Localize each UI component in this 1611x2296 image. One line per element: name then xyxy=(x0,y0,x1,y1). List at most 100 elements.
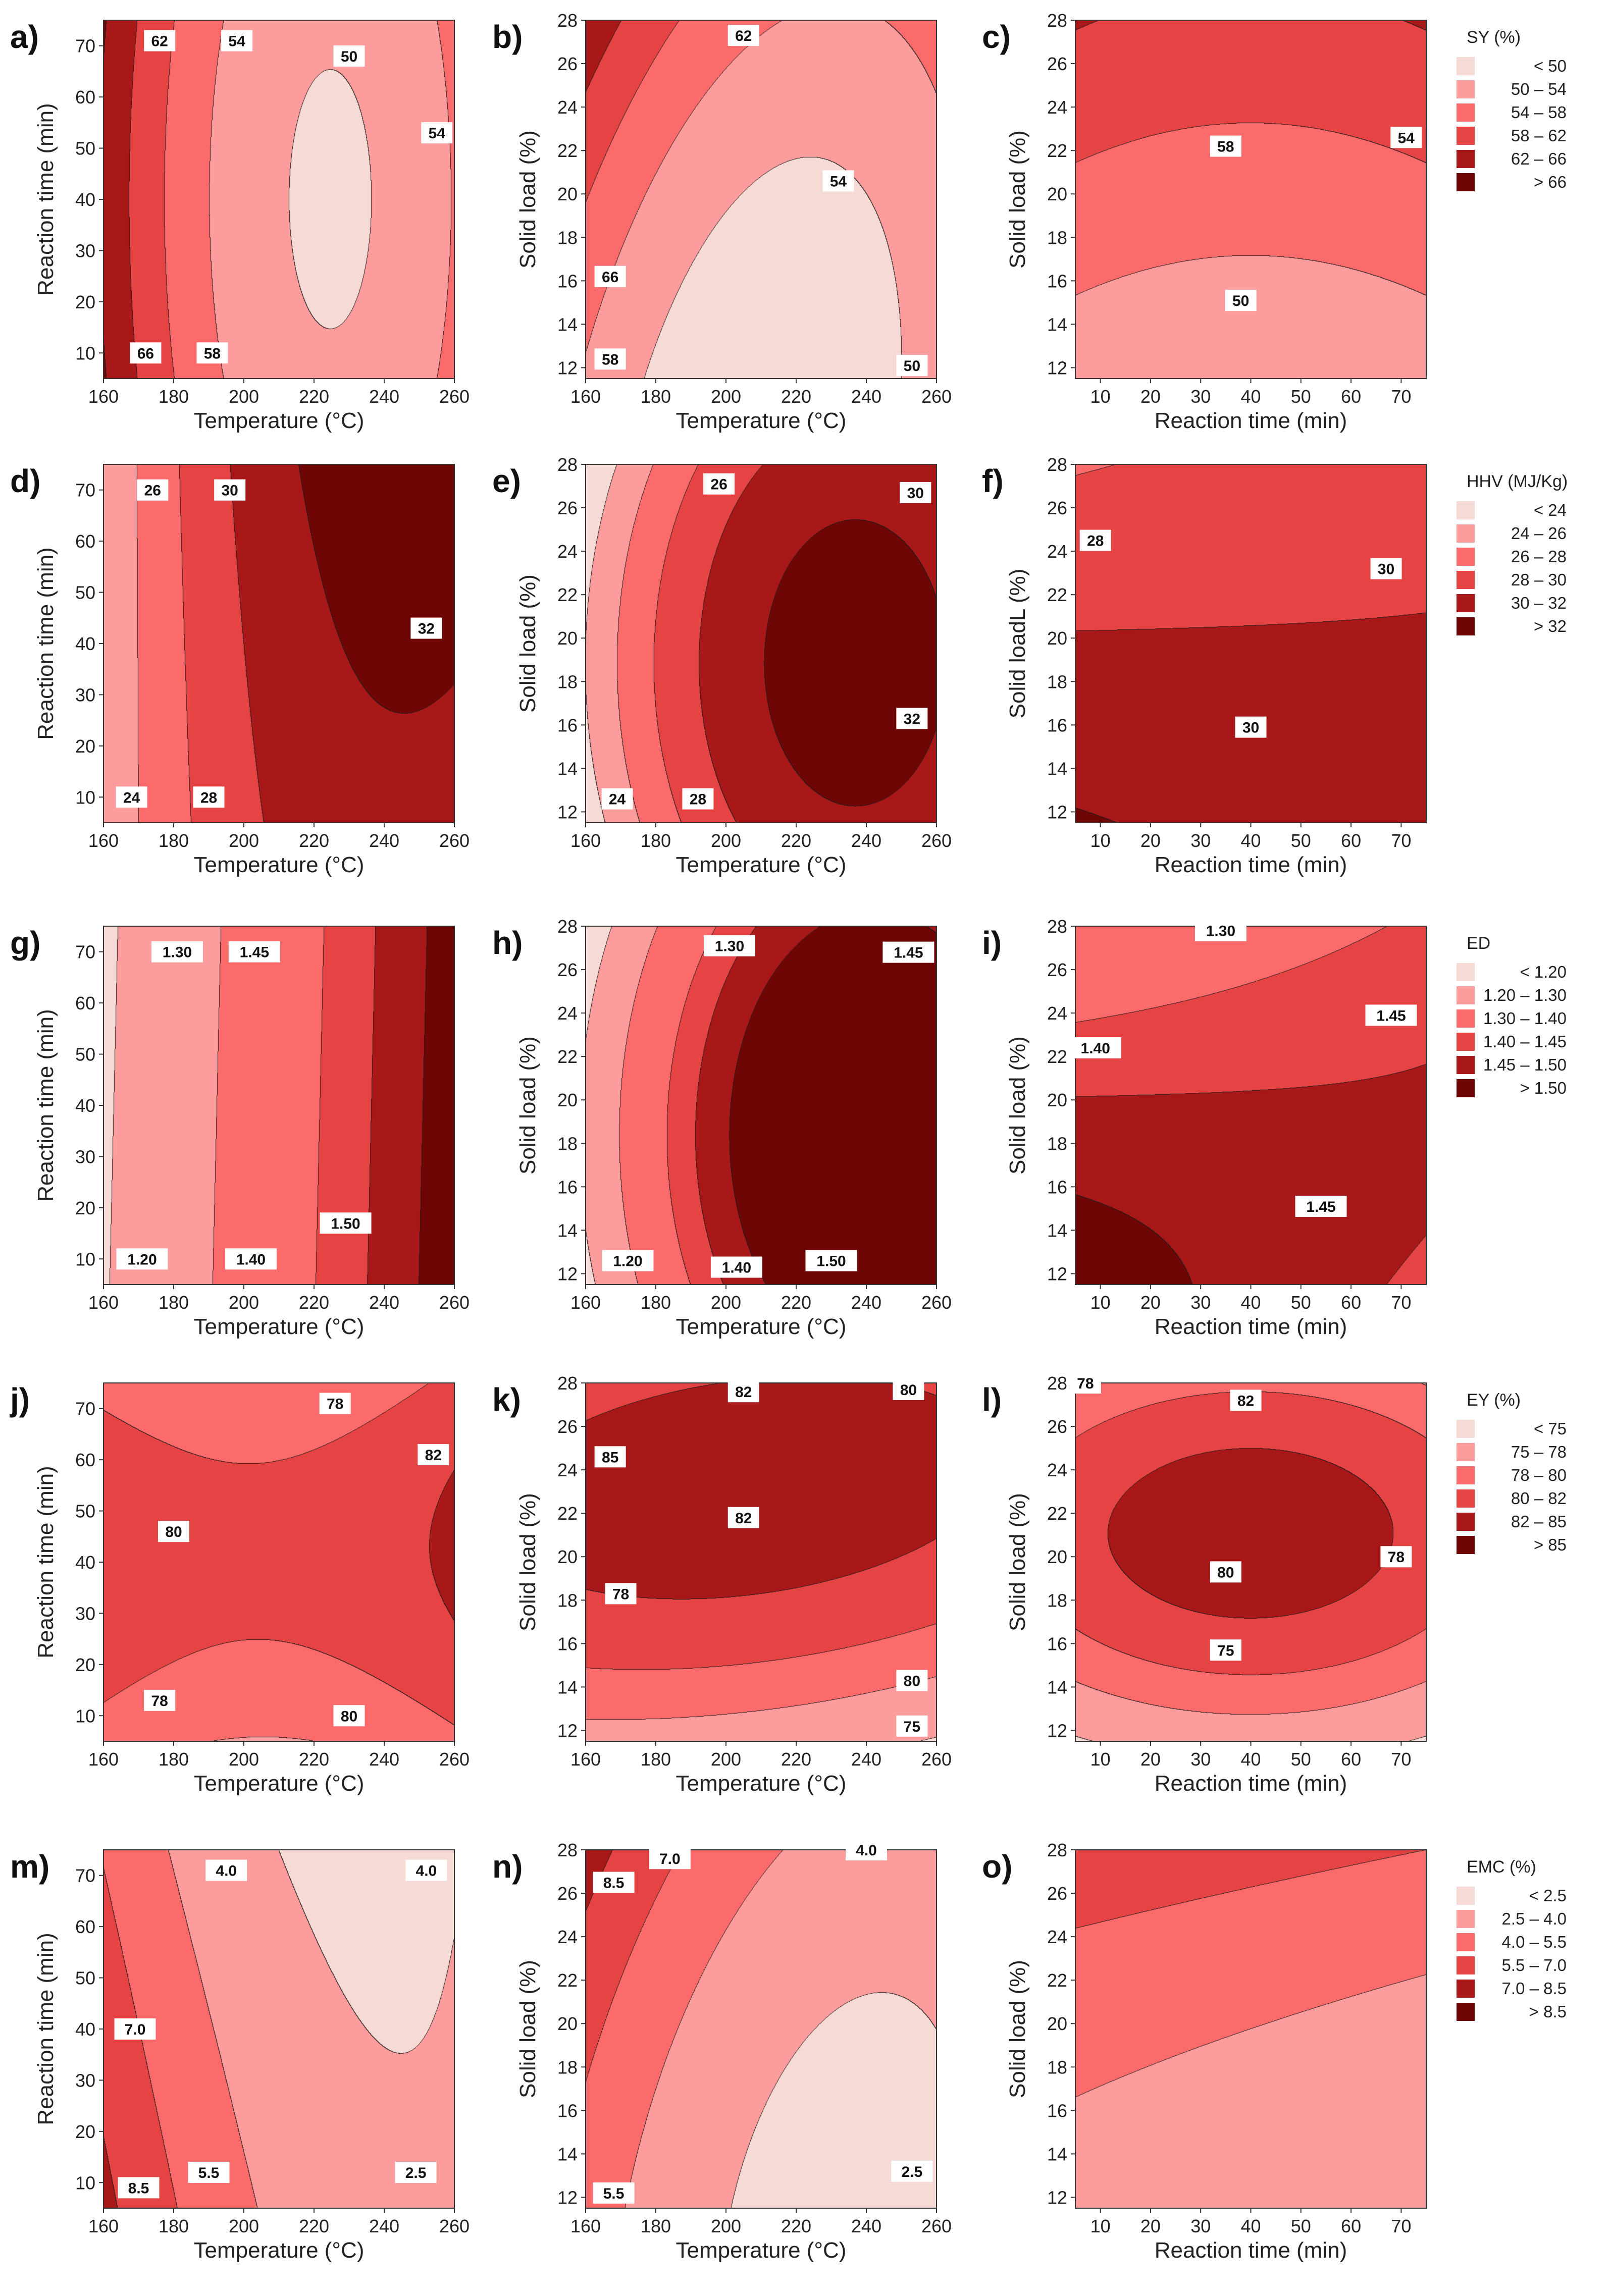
x-tick-label: 180 xyxy=(641,1292,671,1313)
x-tick-label: 70 xyxy=(1391,2216,1411,2236)
y-tick-label: 22 xyxy=(557,140,578,161)
y-tick-label: 22 xyxy=(1047,584,1067,605)
x-tick-label: 50 xyxy=(1291,830,1311,851)
x-tick-label: 260 xyxy=(921,830,952,851)
y-tick-label: 60 xyxy=(75,87,95,108)
contour-label-bg xyxy=(1069,1372,1101,1394)
contour-plot-n xyxy=(586,1850,937,2208)
y-tick-label: 70 xyxy=(75,1399,95,1419)
y-tick-label: 16 xyxy=(1047,1633,1067,1654)
y-axis-title: Reaction time (min) xyxy=(33,103,58,295)
y-tick-label: 24 xyxy=(1047,97,1067,118)
y-axis-title: Solid load (%) xyxy=(515,1960,540,2098)
panel-i: 10 20 30 40 50 60 70 12 14 16 18 20 22 24 26 28 Reaction… xyxy=(982,916,1427,1339)
contour-label: 1.30 xyxy=(715,938,744,955)
legend-item-label: 30 – 32 xyxy=(1511,594,1567,612)
contour-plot-j xyxy=(103,1383,454,1741)
legend-swatch xyxy=(1457,1933,1475,1951)
y-axis-title: Solid load (%) xyxy=(1005,1493,1030,1631)
y-tick-label: 12 xyxy=(557,2187,578,2208)
contour-label-bg xyxy=(421,122,453,144)
x-tick-label: 20 xyxy=(1140,830,1161,851)
panel-label: d) xyxy=(10,463,40,499)
y-tick-label: 22 xyxy=(1047,1046,1067,1067)
contour-label-bg xyxy=(593,1872,635,1893)
x-tick-label: 160 xyxy=(88,830,119,851)
panel-label: n) xyxy=(492,1848,523,1885)
legend-swatch xyxy=(1457,1420,1475,1438)
contour-label: 78 xyxy=(1077,1375,1094,1392)
contour-label: 75 xyxy=(1217,1642,1234,1659)
y-tick-label: 22 xyxy=(557,584,578,605)
panel-label: c) xyxy=(982,19,1011,55)
panel-n: 160 180 200 220 240 260 12 14 16 18 20 22 24 26 28 Temp… xyxy=(492,1839,952,2263)
contour-label: 1.30 xyxy=(163,944,192,961)
contour-label: 1.20 xyxy=(613,1253,642,1270)
x-tick-label: 180 xyxy=(159,830,189,851)
y-tick-label: 12 xyxy=(1047,1263,1067,1284)
y-tick-label: 60 xyxy=(75,993,95,1013)
contour-plot-a xyxy=(103,20,454,379)
contour-label: 8.5 xyxy=(128,2180,149,2197)
y-tick-label: 18 xyxy=(1047,1133,1067,1154)
legend-item-label: > 32 xyxy=(1534,617,1567,635)
panel-label: h) xyxy=(492,925,523,961)
legend-item-label: 2.5 – 4.0 xyxy=(1502,1909,1567,1928)
contour-label: 66 xyxy=(602,269,618,286)
x-tick-label: 240 xyxy=(369,2216,399,2236)
legend-item-label: < 1.20 xyxy=(1520,963,1567,981)
y-tick-label: 50 xyxy=(75,138,95,159)
x-axis-title: Reaction time (min) xyxy=(1155,408,1347,433)
panel-label: l) xyxy=(982,1381,1002,1418)
x-axis-title: Reaction time (min) xyxy=(1155,2238,1347,2263)
x-tick-label: 50 xyxy=(1291,1749,1311,1770)
x-tick-label: 30 xyxy=(1190,1292,1211,1313)
legend-item-label: < 50 xyxy=(1534,57,1567,75)
x-tick-label: 60 xyxy=(1341,830,1361,851)
contour-label: 4.0 xyxy=(856,1842,877,1859)
x-tick-label: 10 xyxy=(1090,1749,1111,1770)
contour-label-bg xyxy=(682,788,714,810)
y-tick-label: 14 xyxy=(557,1220,578,1241)
y-tick-label: 26 xyxy=(1047,1883,1067,1904)
panel-l: 10 20 30 40 50 60 70 12 14 16 18 20 22 24 26 28 Reaction… xyxy=(982,1372,1427,1796)
x-axis-title: Temperature (°C) xyxy=(194,408,365,433)
contour-label-bg xyxy=(1225,290,1257,311)
contour-label: 62 xyxy=(151,33,168,50)
legend-swatch xyxy=(1457,617,1475,635)
contour-label-bg xyxy=(1230,1390,1262,1411)
y-tick-label: 14 xyxy=(557,314,578,335)
y-tick-label: 22 xyxy=(557,1046,578,1067)
x-tick-label: 240 xyxy=(851,1292,881,1313)
contour-label: 54 xyxy=(1398,130,1415,146)
x-tick-label: 180 xyxy=(159,1292,189,1313)
y-tick-label: 22 xyxy=(557,1503,578,1524)
y-tick-label: 40 xyxy=(75,1095,95,1116)
y-tick-label: 28 xyxy=(1047,916,1067,937)
legend-swatch xyxy=(1457,1033,1475,1051)
x-axis-title: Temperature (°C) xyxy=(676,1314,847,1339)
y-tick-label: 28 xyxy=(557,10,578,31)
y-tick-label: 22 xyxy=(1047,1503,1067,1524)
x-tick-label: 70 xyxy=(1391,830,1411,851)
legend-item-label: 1.45 – 1.50 xyxy=(1483,1055,1567,1074)
contour-label-bg xyxy=(225,1248,277,1270)
x-tick-label: 50 xyxy=(1291,1292,1311,1313)
contour-label: 5.5 xyxy=(603,2185,625,2202)
contour-label-bg xyxy=(130,342,162,364)
legend-swatch xyxy=(1457,103,1475,122)
y-tick-label: 26 xyxy=(1047,498,1067,518)
y-tick-label: 18 xyxy=(1047,1590,1067,1611)
x-tick-label: 10 xyxy=(1090,386,1111,407)
legend-item-label: 4.0 – 5.5 xyxy=(1502,1933,1567,1951)
contour-label: 2.5 xyxy=(901,2164,922,2180)
y-tick-label: 26 xyxy=(1047,1416,1067,1437)
x-tick-label: 50 xyxy=(1291,386,1311,407)
contour-label: 66 xyxy=(137,345,154,362)
y-tick-label: 20 xyxy=(75,736,95,757)
contour-label: 28 xyxy=(200,789,217,806)
contour-label: 80 xyxy=(165,1524,182,1540)
contour-label-bg xyxy=(594,1446,626,1468)
y-tick-label: 26 xyxy=(557,959,578,980)
